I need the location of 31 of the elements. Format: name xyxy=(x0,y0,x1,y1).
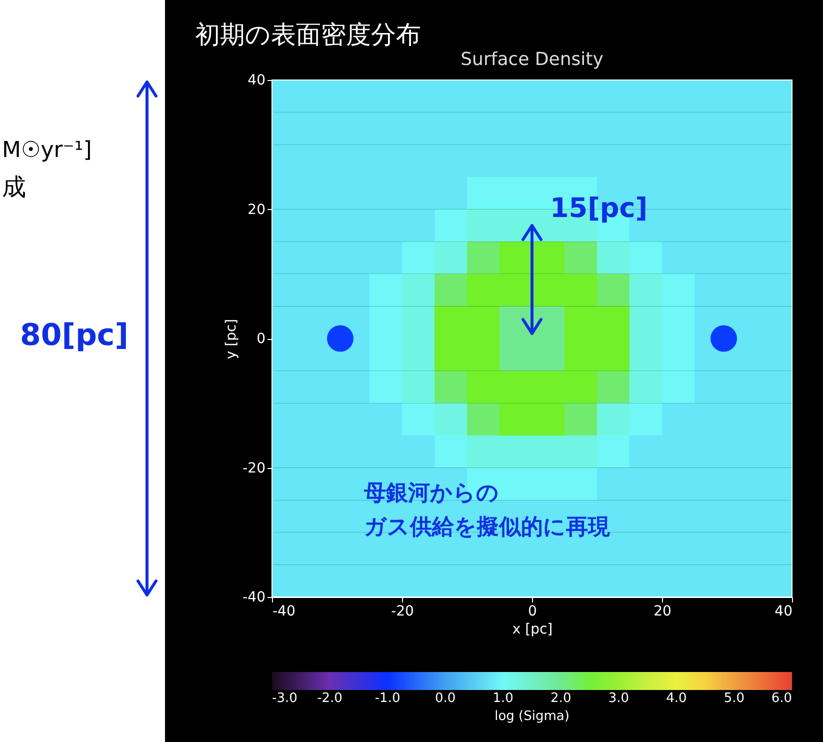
y-tick-label: 40 xyxy=(248,72,266,88)
text: 成 xyxy=(2,173,26,202)
color-bar-title: log (Sigma) xyxy=(494,709,570,724)
y-tick-label: 0 xyxy=(256,331,266,347)
color-bar-label: -1.0 xyxy=(374,691,400,706)
x-tick-label: 20 xyxy=(654,604,672,620)
color-bar-label: 6.0 xyxy=(771,691,792,706)
chart-subtitle: Surface Density xyxy=(460,49,604,71)
y-axis-title: y [pc] xyxy=(224,318,240,360)
color-bar-label: -2.0 xyxy=(317,691,342,706)
x-tick-label: -40 xyxy=(272,604,296,620)
chart-title: 初期の表面密度分布 xyxy=(195,20,421,50)
color-bar-label: 5.0 xyxy=(724,691,745,706)
x-tick-label: -20 xyxy=(391,604,414,620)
x-tick-label: 0 xyxy=(528,604,537,620)
color-bar-label: 3.0 xyxy=(608,691,630,706)
annotation: ガス供給を擬似的に再現 xyxy=(364,515,610,542)
color-bar-label: 0.0 xyxy=(434,691,456,706)
color-bar-label: 2.0 xyxy=(550,691,572,706)
text: M☉yr⁻¹] xyxy=(2,138,92,164)
y-tick-label: 20 xyxy=(248,202,266,218)
color-bar-label: 1.0 xyxy=(492,691,514,706)
color-bar-label: -3.0 xyxy=(272,691,298,706)
y-tick-label: -40 xyxy=(242,590,266,606)
color-bar-label: 4.0 xyxy=(666,691,687,706)
x-tick-label: 40 xyxy=(774,604,792,620)
y-tick-label: -20 xyxy=(242,460,266,476)
x-axis-title: x [pc] xyxy=(512,622,553,638)
annotation: 母銀河からの xyxy=(364,481,499,508)
annotation: 15[pc] xyxy=(550,192,648,225)
text: 80[pc] xyxy=(20,318,128,354)
